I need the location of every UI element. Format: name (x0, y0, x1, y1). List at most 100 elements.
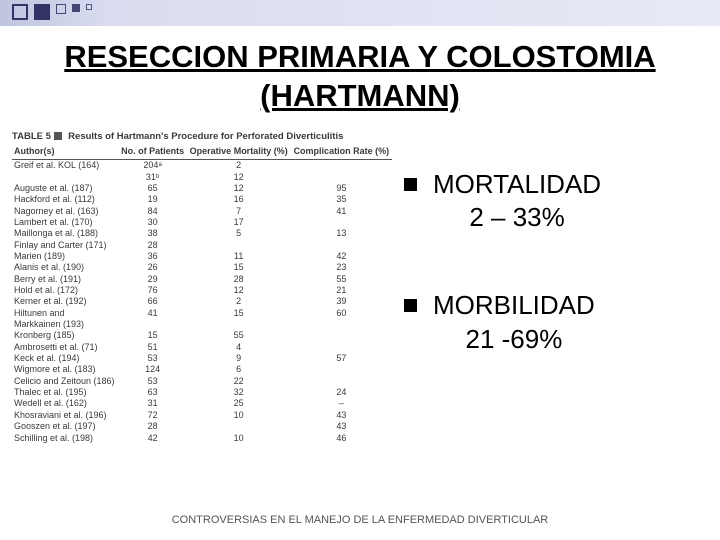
table-col-header: Author(s) (12, 144, 118, 159)
square-icon (86, 4, 92, 10)
table-col-header: Complication Rate (%) (291, 144, 392, 159)
table-cell (12, 171, 118, 182)
table-cell: Kerner et al. (192) (12, 296, 118, 307)
table-cell: 63 (118, 387, 186, 398)
summary-bullets: MORTALIDAD 2 – 33% MORBILIDAD 21 -69% (404, 132, 708, 444)
table-cell: Finlay and Carter (171) (12, 239, 118, 250)
table-cell: Celicio and Zeitoun (186) (12, 375, 118, 386)
evidence-table: TABLE 5 Results of Hartmann's Procedure … (12, 132, 392, 444)
table-cell: 10 (187, 432, 291, 443)
table-cell: Nagorney et al. (163) (12, 205, 118, 216)
table-cell (291, 171, 392, 182)
table-row: Wigmore et al. (183)1246 (12, 364, 392, 375)
table-cell: 21 (291, 285, 392, 296)
table-row: Gooszen et al. (197)2843 (12, 421, 392, 432)
square-icon (12, 4, 28, 20)
table-row: Celicio and Zeitoun (186)5322 (12, 375, 392, 386)
table-cell: 7 (187, 205, 291, 216)
bullet-item: MORTALIDAD 2 – 33% (404, 168, 708, 236)
table-cell: 23 (291, 262, 392, 273)
table-cell: 32 (187, 387, 291, 398)
table-cell: Khosraviani et al. (196) (12, 409, 118, 420)
table-row: Berry et al. (191)292855 (12, 273, 392, 284)
page-title: RESECCION PRIMARIA Y COLOSTOMIA (HARTMAN… (0, 26, 720, 122)
table-row: Maillonga et al. (188)38513 (12, 228, 392, 239)
table-cell: 25 (187, 398, 291, 409)
table-cell: 31 (118, 398, 186, 409)
table-cell: Wedell et al. (162) (12, 398, 118, 409)
table-cell: 41 (291, 205, 392, 216)
table-cell: 39 (291, 296, 392, 307)
table-cell: Kronberg (185) (12, 330, 118, 341)
table-cell: 204ᵃ (118, 159, 186, 171)
footer-text: CONTROVERSIAS EN EL MANEJO DE LA ENFERME… (0, 514, 720, 526)
table-cell: 16 (187, 194, 291, 205)
table-row: Auguste et al. (187)651295 (12, 182, 392, 193)
table-cell: 72 (118, 409, 186, 420)
table-cell: 76 (118, 285, 186, 296)
table-cell (291, 364, 392, 375)
table-caption: TABLE 5 Results of Hartmann's Procedure … (12, 132, 392, 143)
table-cell: Maillonga et al. (188) (12, 228, 118, 239)
table-cell (291, 341, 392, 352)
bullet-item: MORBILIDAD 21 -69% (404, 289, 708, 357)
table-row: Finlay and Carter (171)28 (12, 239, 392, 250)
table-cell: 41 (118, 307, 186, 318)
table-cell: 66 (118, 296, 186, 307)
bullet-marker-icon (404, 299, 417, 312)
table-cell: 28 (118, 239, 186, 250)
table-row: Greif et al. KOL (164)204ᵃ2 (12, 159, 392, 171)
table-cell: 11 (187, 251, 291, 262)
table-cell: 19 (118, 194, 186, 205)
table-cell: Schilling et al. (198) (12, 432, 118, 443)
bullet-text: MORTALIDAD 2 – 33% (433, 168, 601, 236)
table-cell: 51 (118, 341, 186, 352)
table-row: Schilling et al. (198)421046 (12, 432, 392, 443)
table-cell (291, 330, 392, 341)
square-icon (34, 4, 50, 20)
table-cell: 2 (187, 159, 291, 171)
table-cell: 15 (187, 262, 291, 273)
table-cell: 124 (118, 364, 186, 375)
table-cell: 60 (291, 307, 392, 318)
table-cell: 12 (187, 285, 291, 296)
table-cell: Alanis et al. (190) (12, 262, 118, 273)
table-row: 31ᵇ12 (12, 171, 392, 182)
table-cell: 84 (118, 205, 186, 216)
table-cell (187, 239, 291, 250)
table-row: Kerner et al. (192)66239 (12, 296, 392, 307)
table-cell: Wigmore et al. (183) (12, 364, 118, 375)
bullet-marker-icon (404, 178, 417, 191)
table-cell: 53 (118, 353, 186, 364)
table-cell: Ambrosetti et al. (71) (12, 341, 118, 352)
table-cell (187, 319, 291, 330)
table-cell (291, 319, 392, 330)
table-col-header: No. of Patients (118, 144, 186, 159)
table-cell (187, 421, 291, 432)
table-row: Hackford et al. (112)191635 (12, 194, 392, 205)
table-col-header: Operative Mortality (%) (187, 144, 291, 159)
table-cell: 42 (118, 432, 186, 443)
table-cell: 55 (291, 273, 392, 284)
table-cell: 17 (187, 216, 291, 227)
table-cell: 12 (187, 182, 291, 193)
table-cell: Hackford et al. (112) (12, 194, 118, 205)
table-cell: Greif et al. KOL (164) (12, 159, 118, 171)
table-cell: 9 (187, 353, 291, 364)
table-row: Ambrosetti et al. (71)514 (12, 341, 392, 352)
table-row: Thalec et al. (195)633224 (12, 387, 392, 398)
table-row: Hiltunen and411560 (12, 307, 392, 318)
table-cell: 22 (187, 375, 291, 386)
table-cell: Hiltunen and (12, 307, 118, 318)
table-cell: Thalec et al. (195) (12, 387, 118, 398)
table-cell: 26 (118, 262, 186, 273)
table-cell: 35 (291, 194, 392, 205)
table-cell: Gooszen et al. (197) (12, 421, 118, 432)
table-cell: Lambert et al. (170) (12, 216, 118, 227)
data-table: Author(s)No. of PatientsOperative Mortal… (12, 144, 392, 443)
table-cell: 15 (187, 307, 291, 318)
table-cell: 24 (291, 387, 392, 398)
table-cell: 30 (118, 216, 186, 227)
table-cell: 10 (187, 409, 291, 420)
table-cell (291, 375, 392, 386)
